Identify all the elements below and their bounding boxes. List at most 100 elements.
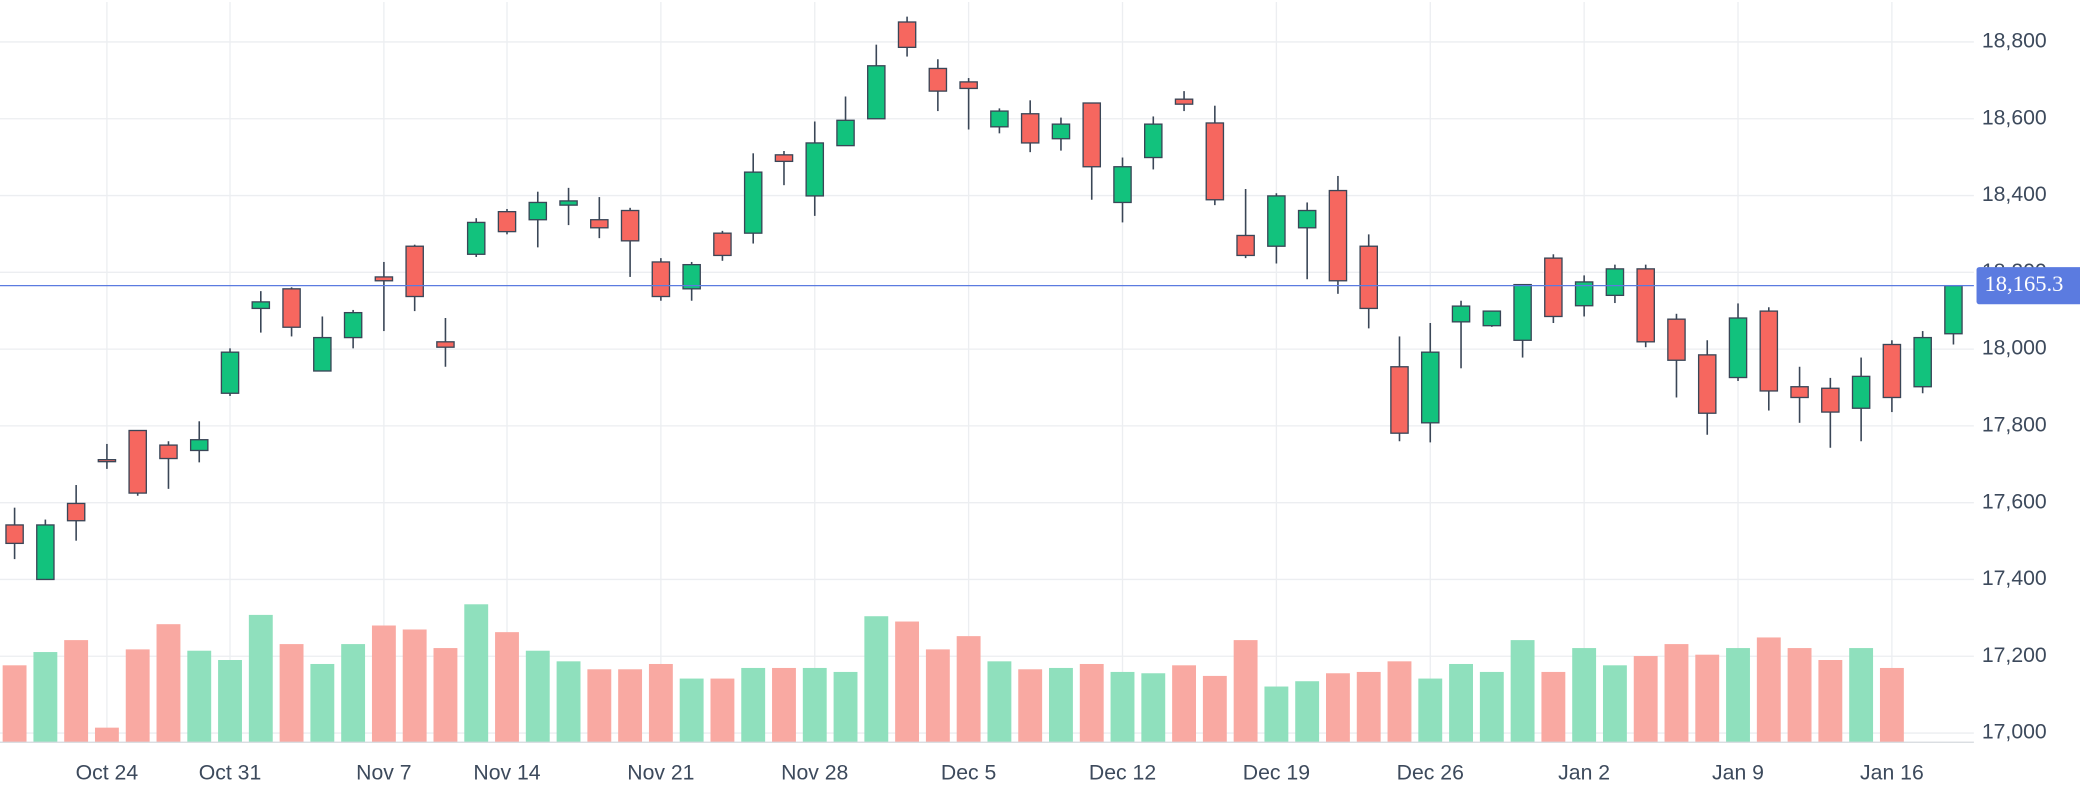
candle-body bbox=[774, 154, 794, 163]
volume-bar bbox=[1787, 648, 1812, 743]
volume-bar bbox=[218, 660, 242, 743]
x-tick-label: Dec 19 bbox=[1243, 762, 1310, 785]
y-tick-label: 17,200 bbox=[1982, 644, 2047, 667]
candle-body bbox=[620, 209, 640, 242]
volume-bar bbox=[833, 671, 858, 743]
candle-body bbox=[651, 261, 671, 298]
x-tick-label: Oct 31 bbox=[199, 762, 262, 785]
axes: 17,00017,20017,40017,60017,80018,00018,2… bbox=[0, 30, 2080, 785]
volume-bar bbox=[156, 624, 181, 743]
candle-body bbox=[1574, 281, 1594, 307]
volume-bar bbox=[1387, 661, 1412, 743]
candle-body bbox=[1082, 102, 1102, 168]
candle-body bbox=[128, 429, 147, 494]
volume-bar bbox=[341, 644, 366, 743]
candle-body bbox=[867, 65, 886, 120]
volume-bar bbox=[464, 604, 489, 743]
candle-body bbox=[1513, 283, 1532, 341]
volume-bar bbox=[1510, 640, 1535, 743]
volume-bar bbox=[94, 727, 119, 743]
volume-bar bbox=[710, 678, 735, 743]
candle-body bbox=[590, 219, 609, 229]
volume-bar bbox=[310, 663, 335, 743]
y-tick-label: 17,000 bbox=[1982, 721, 2047, 744]
candle-body bbox=[1605, 268, 1625, 297]
volume-bar bbox=[741, 667, 766, 743]
volume-bar bbox=[802, 667, 827, 743]
candle-body bbox=[5, 524, 24, 545]
candle-body bbox=[343, 311, 363, 339]
volume-bar bbox=[1818, 660, 1843, 743]
volume-bar bbox=[1879, 667, 1904, 743]
volume-bar bbox=[1141, 673, 1166, 743]
candle-body bbox=[1790, 386, 1809, 399]
volume-bar bbox=[772, 667, 796, 743]
volume-bar bbox=[956, 636, 981, 743]
volume-pane bbox=[2, 604, 1904, 743]
volume-bar bbox=[371, 625, 396, 743]
volume-bar bbox=[495, 632, 519, 743]
candles bbox=[5, 16, 1963, 581]
candle-body bbox=[1113, 166, 1132, 204]
volume-bar bbox=[679, 678, 704, 743]
volume-bar bbox=[1356, 671, 1381, 743]
candle-body bbox=[36, 524, 55, 581]
candle-body bbox=[1667, 318, 1686, 361]
volume-bar bbox=[279, 644, 304, 743]
candle-body bbox=[66, 502, 86, 522]
candle-body bbox=[1328, 189, 1348, 282]
volume-bar bbox=[1079, 663, 1104, 743]
candle-body bbox=[1882, 343, 1902, 399]
candle-body bbox=[1759, 310, 1779, 392]
candle-body bbox=[897, 21, 917, 49]
y-tick-label: 17,400 bbox=[1982, 567, 2047, 590]
candle-body bbox=[1636, 268, 1655, 343]
candle-body bbox=[159, 444, 178, 460]
volume-bar bbox=[248, 614, 273, 743]
candle-body bbox=[682, 263, 701, 290]
candle-body bbox=[1205, 122, 1225, 201]
candle-body bbox=[1913, 336, 1932, 388]
volume-bar bbox=[1449, 663, 1473, 743]
volume-bar bbox=[525, 650, 550, 743]
volume-bar bbox=[864, 616, 889, 743]
volume-bar bbox=[1326, 673, 1350, 743]
candle-body bbox=[1174, 98, 1194, 105]
candle-body bbox=[251, 301, 271, 310]
volume-bar bbox=[33, 652, 58, 743]
candle-body bbox=[1544, 257, 1563, 318]
candle-body bbox=[1297, 209, 1317, 229]
candle-body bbox=[928, 67, 948, 92]
candle-body bbox=[1267, 195, 1286, 247]
volume-bar bbox=[1202, 675, 1227, 743]
y-tick-label: 17,800 bbox=[1982, 414, 2047, 437]
volume-bar bbox=[987, 661, 1012, 743]
candle-body bbox=[282, 288, 301, 328]
candle-body bbox=[220, 351, 240, 394]
price-label: 18,165.3 bbox=[1984, 271, 2063, 296]
volume-bar bbox=[556, 661, 581, 743]
volume-bar bbox=[1479, 671, 1504, 743]
candle-body bbox=[1728, 317, 1748, 379]
volume-bar bbox=[895, 621, 920, 743]
price-label-box bbox=[1976, 267, 2080, 305]
candle-body bbox=[1390, 366, 1409, 434]
y-tick-label: 18,800 bbox=[1982, 30, 2047, 53]
candle-body bbox=[1944, 284, 1963, 335]
volume-bar bbox=[1849, 648, 1874, 743]
candle-body bbox=[1851, 375, 1871, 409]
volume-bar bbox=[187, 650, 212, 743]
candle-body bbox=[805, 142, 825, 197]
volume-bar bbox=[1295, 681, 1320, 743]
candle-body bbox=[559, 200, 578, 206]
volume-bar bbox=[1756, 637, 1781, 743]
x-tick-label: Dec 5 bbox=[941, 762, 996, 785]
x-tick-label: Oct 24 bbox=[76, 762, 139, 785]
x-tick-label: Nov 21 bbox=[627, 762, 694, 785]
x-tick-label: Dec 26 bbox=[1397, 762, 1464, 785]
volume-bar bbox=[433, 648, 458, 743]
candle-body bbox=[1020, 113, 1040, 144]
candle-body bbox=[1821, 387, 1840, 413]
